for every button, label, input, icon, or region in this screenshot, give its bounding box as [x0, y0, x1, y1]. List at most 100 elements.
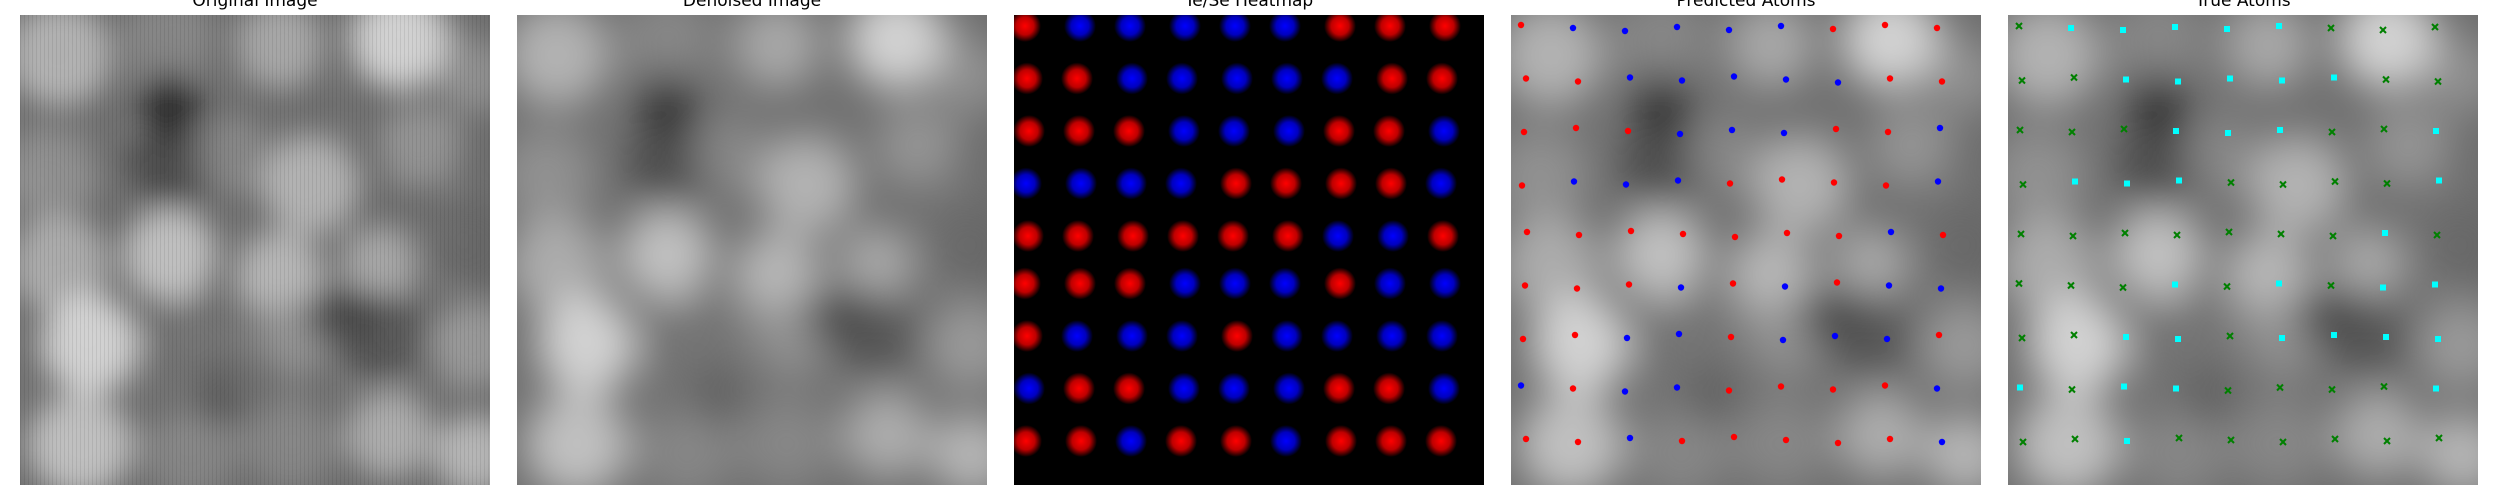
true-te-atom [2173, 128, 2179, 134]
panel-title: True Atoms [2195, 0, 2291, 11]
predicted-te-atom [1730, 433, 1738, 441]
true-te-atom [2175, 336, 2181, 342]
lattice-bump [828, 323, 856, 351]
lattice-bump [776, 15, 804, 42]
heatmap-se-blob [1065, 167, 1097, 200]
true-te-atom [2224, 26, 2230, 32]
predicted-se-atom [1728, 126, 1736, 134]
heatmap-se-blob [1273, 372, 1305, 405]
lattice-bump [932, 323, 960, 351]
lattice-bump [724, 15, 752, 42]
heatmap-te-blob [1220, 425, 1252, 457]
heatmap-te-blob [1373, 115, 1405, 147]
lattice-bump [880, 374, 908, 403]
true-te-atom [2382, 230, 2388, 236]
true-te-atom [2124, 180, 2130, 187]
predicted-te-atom [1884, 128, 1892, 136]
true-se-atom [2017, 230, 2025, 238]
lattice-bump [568, 426, 596, 454]
heatmap-se-blob [1428, 115, 1460, 147]
true-se-atom [2175, 434, 2183, 442]
predicted-te-atom [1725, 387, 1733, 394]
true-te-atom [2380, 284, 2386, 291]
lattice-bump [672, 15, 700, 42]
intensity-blob [517, 128, 594, 222]
predicted-te-atom [1571, 331, 1579, 339]
lattice-bump [828, 117, 856, 145]
predicted-te-atom [1835, 232, 1843, 240]
predicted-se-atom [1933, 385, 1941, 392]
true-se-atom [2068, 385, 2076, 394]
lattice-bump [568, 117, 596, 145]
predicted-se-atom [1887, 228, 1895, 236]
intensity-blob [757, 135, 857, 235]
intensity-blob [2184, 116, 2262, 194]
lattice-bump [672, 65, 700, 94]
predicted-se-atom [1934, 178, 1942, 185]
heatmap-se-blob [1429, 267, 1461, 300]
panel-predicted-atoms: Predicted Atoms [1511, 0, 1981, 500]
true-se-atom [2070, 73, 2078, 82]
lattice-bump [2215, 168, 2243, 197]
panel-title: Te/Se Heatmap [1184, 0, 1314, 11]
predicted-te-atom [1731, 233, 1739, 241]
lattice-bump [1614, 374, 1642, 403]
predicted-te-atom [1939, 231, 1947, 239]
heatmap-te-blob [1272, 220, 1304, 252]
predicted-te-atom [1574, 438, 1582, 446]
heatmap-te-blob [1117, 220, 1149, 252]
heatmap-se-blob [1061, 320, 1093, 352]
intensity-blob [1922, 301, 1981, 389]
lattice-bump [880, 220, 908, 248]
heatmap-te-blob [1325, 167, 1357, 200]
lattice-bump [672, 374, 700, 403]
intensity-field [1511, 15, 1981, 485]
intensity-blob [2338, 15, 2438, 90]
heatmap-se-blob [1269, 267, 1301, 300]
true-te-atom [2123, 76, 2129, 83]
true-se-atom [2019, 180, 2027, 189]
true-te-atom [2436, 177, 2442, 184]
lattice-bump [880, 65, 908, 94]
lattice-bump [724, 220, 752, 248]
lattice-bump [517, 117, 544, 145]
lattice-bump [517, 15, 544, 42]
heatmap-se-blob [1115, 167, 1147, 200]
true-se-atom [2328, 128, 2336, 136]
panel-te-se-heatmap: Te/Se Heatmap [1014, 0, 1484, 500]
predicted-te-atom [1886, 75, 1894, 82]
true-te-atom [2017, 384, 2023, 391]
predicted-te-atom [1572, 124, 1580, 132]
panel-title: Denoised Image [682, 0, 822, 11]
heatmap-se-blob [1219, 15, 1251, 42]
heatmap-se-blob [1014, 167, 1042, 200]
lattice-bump [1718, 426, 1746, 454]
heatmap-se-blob [1219, 267, 1251, 300]
true-te-atom [2123, 334, 2129, 340]
intensity-blob [933, 36, 987, 114]
predicted-se-atom [1780, 129, 1788, 137]
true-se-atom [2173, 231, 2181, 239]
lattice-bump [880, 426, 908, 454]
heatmap-te-blob [1217, 220, 1249, 252]
true-te-atom [2279, 77, 2285, 84]
heatmap-se-blob [1273, 115, 1305, 147]
predicted-se-atom [1626, 434, 1634, 442]
heatmap-te-blob [1425, 425, 1457, 457]
predicted-se-atom [1623, 334, 1631, 342]
intensity-blob [1511, 128, 1588, 222]
lattice-bump [517, 374, 544, 403]
heatmap-te-blob [1063, 372, 1095, 405]
predicted-te-atom [1729, 280, 1737, 287]
predicted-te-atom [1678, 437, 1686, 445]
predicted-se-atom [1781, 283, 1789, 290]
denoised-image [517, 15, 987, 485]
heatmap-se-blob [1169, 267, 1201, 300]
true-se-atom [2019, 438, 2027, 446]
lattice-bump [568, 15, 596, 42]
lattice-bump [724, 65, 752, 94]
predicted-te-atom [1834, 439, 1842, 447]
predicted-te-atom [1627, 227, 1635, 235]
lattice-bump [932, 426, 960, 454]
lattice-bump [932, 271, 960, 300]
